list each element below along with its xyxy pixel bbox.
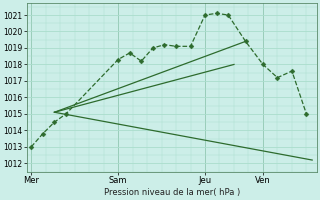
- X-axis label: Pression niveau de la mer( hPa ): Pression niveau de la mer( hPa ): [104, 188, 240, 197]
